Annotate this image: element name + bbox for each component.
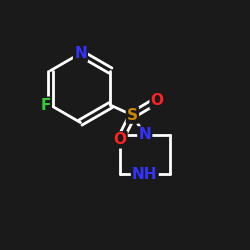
Text: F: F: [40, 98, 51, 113]
Text: N: N: [74, 46, 87, 61]
Text: O: O: [114, 132, 126, 147]
Text: S: S: [127, 108, 138, 122]
Text: O: O: [151, 93, 164, 108]
Text: NH: NH: [132, 167, 158, 182]
Text: N: N: [138, 128, 151, 142]
